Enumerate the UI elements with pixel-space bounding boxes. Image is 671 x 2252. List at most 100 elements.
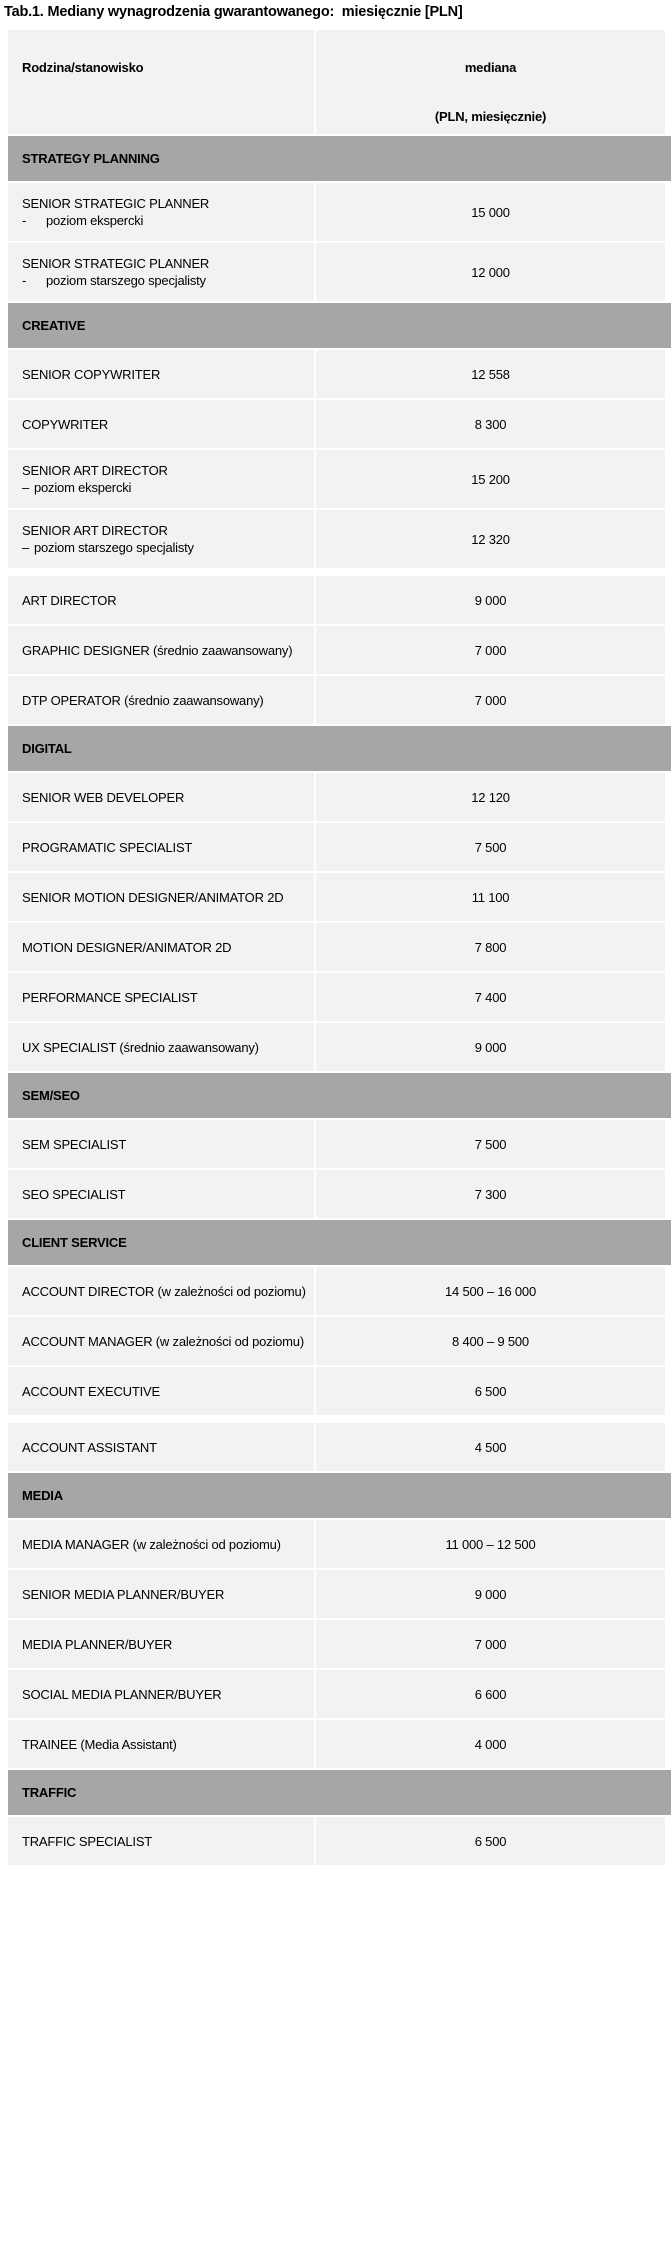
- median-value-cell: 15 000: [316, 183, 665, 241]
- median-value-cell: 7 300: [316, 1170, 665, 1218]
- job-title-label: SENIOR STRATEGIC PLANNER: [22, 256, 210, 271]
- job-title-label: SENIOR ART DIRECTOR: [22, 463, 168, 478]
- table-row: MEDIA PLANNER/BUYER 7 000: [8, 1620, 665, 1668]
- job-level-marker: –: [22, 480, 30, 495]
- job-title-cell: SENIOR MOTION DESIGNER/ANIMATOR 2D: [8, 873, 314, 921]
- median-value: 12 320: [471, 531, 510, 547]
- table-row: SEM SPECIALIST 7 500: [8, 1120, 665, 1168]
- table-header-row: Rodzina/stanowisko mediana (PLN, miesięc…: [8, 30, 665, 134]
- job-title-cell: SENIOR MEDIA PLANNER/BUYER: [8, 1570, 314, 1618]
- job-title-label: MOTION DESIGNER/ANIMATOR 2D: [22, 939, 232, 955]
- median-value-cell: 7 800: [316, 923, 665, 971]
- median-value: 9 000: [474, 592, 507, 608]
- median-value-cell: 8 400 – 9 500: [316, 1317, 665, 1365]
- median-value: 7 400: [474, 989, 507, 1005]
- median-value: 4 000: [474, 1736, 507, 1752]
- job-title-cell: COPYWRITER: [8, 400, 314, 448]
- section-header-strategy-planning: STRATEGY PLANNING: [8, 136, 671, 181]
- section-header-traffic: TRAFFIC: [8, 1770, 671, 1815]
- median-value-cell: 12 320: [316, 510, 665, 568]
- job-title-cell: SENIOR WEB DEVELOPER: [8, 773, 314, 821]
- job-title-label: ART DIRECTOR: [22, 592, 117, 608]
- job-title-cell: MEDIA MANAGER (w zależności od poziomu): [8, 1520, 314, 1568]
- job-title-label: GRAPHIC DESIGNER (średnio zaawansowany): [22, 642, 293, 658]
- job-title-label: SENIOR COPYWRITER: [22, 366, 161, 382]
- header-family-position: Rodzina/stanowisko: [8, 30, 314, 134]
- table-row: DTP OPERATOR (średnio zaawansowany) 7 000: [8, 676, 665, 724]
- section-header-sem-seo: SEM/SEO: [8, 1073, 671, 1118]
- job-title-cell: ACCOUNT MANAGER (w zależności od poziomu…: [8, 1317, 314, 1365]
- table-row: ACCOUNT EXECUTIVE 6 500: [8, 1367, 665, 1415]
- job-level-subline: - poziom starszego specjalisty: [22, 272, 308, 289]
- job-title-cell: PERFORMANCE SPECIALIST: [8, 973, 314, 1021]
- table-row: SENIOR STRATEGIC PLANNER - poziom eksperck…: [8, 183, 665, 241]
- job-level-marker: –: [22, 540, 30, 555]
- section-header-label: TRAFFIC: [22, 1785, 77, 1800]
- median-value-cell: 9 000: [316, 576, 665, 624]
- median-value-cell: 6 500: [316, 1367, 665, 1415]
- job-level-text: poziom starszego specjalisty: [46, 273, 206, 288]
- section-header-media: MEDIA: [8, 1473, 671, 1518]
- median-value-cell: 7 500: [316, 823, 665, 871]
- job-title-cell: SENIOR COPYWRITER: [8, 350, 314, 398]
- job-title-cell: DTP OPERATOR (średnio zaawansowany): [8, 676, 314, 724]
- median-value-cell: 9 000: [316, 1570, 665, 1618]
- job-title-cell: ACCOUNT ASSISTANT: [8, 1423, 314, 1471]
- job-title-cell: SOCIAL MEDIA PLANNER/BUYER: [8, 1670, 314, 1718]
- median-value-cell: 12 120: [316, 773, 665, 821]
- job-level-subline: – poziom starszego specjalisty: [22, 539, 308, 556]
- median-value-cell: 15 200: [316, 450, 665, 508]
- median-value: 11 100: [471, 889, 510, 905]
- job-level-marker: -: [22, 213, 27, 228]
- job-title-cell: SEM SPECIALIST: [8, 1120, 314, 1168]
- table-row: COPYWRITER 8 300: [8, 400, 665, 448]
- job-title-cell: TRAFFIC SPECIALIST: [8, 1817, 314, 1865]
- job-title-label: SENIOR ART DIRECTOR: [22, 523, 168, 538]
- job-title-label: SENIOR WEB DEVELOPER: [22, 789, 185, 805]
- job-title-label: MEDIA PLANNER/BUYER: [22, 1636, 173, 1652]
- table-row: SENIOR MEDIA PLANNER/BUYER 9 000: [8, 1570, 665, 1618]
- job-title-cell: ACCOUNT EXECUTIVE: [8, 1367, 314, 1415]
- job-title-label: ACCOUNT MANAGER (w zależności od poziomu…: [22, 1333, 304, 1349]
- job-level-text: poziom ekspercki: [34, 480, 132, 495]
- median-value: 8 300: [474, 416, 507, 432]
- median-value: 7 500: [474, 839, 507, 855]
- median-value-cell: 14 500 – 16 000: [316, 1267, 665, 1315]
- job-title-cell: GRAPHIC DESIGNER (średnio zaawansowany): [8, 626, 314, 674]
- job-title-label: ACCOUNT EXECUTIVE: [22, 1383, 160, 1399]
- median-value-cell: 6 600: [316, 1670, 665, 1718]
- median-value: 9 000: [474, 1039, 507, 1055]
- job-title-cell: SENIOR STRATEGIC PLANNER - poziom starszeg…: [8, 243, 314, 301]
- median-value: 6 600: [474, 1686, 507, 1702]
- median-value: 7 000: [474, 1636, 507, 1652]
- salary-table: Rodzina/stanowisko mediana (PLN, miesięc…: [8, 30, 671, 1867]
- table-row: ACCOUNT ASSISTANT 4 500: [8, 1423, 665, 1471]
- job-title-cell: MEDIA PLANNER/BUYER: [8, 1620, 314, 1668]
- median-value: 7 500: [474, 1136, 507, 1152]
- table-body: STRATEGY PLANNING SENIOR STRATEGIC PLANNE…: [8, 136, 671, 1865]
- median-value-cell: 4 500: [316, 1423, 665, 1471]
- section-header-label: SEM/SEO: [22, 1088, 80, 1103]
- median-value: 7 800: [474, 939, 507, 955]
- job-title-label: SENIOR MOTION DESIGNER/ANIMATOR 2D: [22, 889, 284, 905]
- median-value: 8 400 – 9 500: [452, 1333, 529, 1349]
- job-level-text: poziom ekspercki: [46, 213, 144, 228]
- table-title: Tab.1. Mediany wynagrodzenia gwarantowan…: [4, 4, 463, 20]
- job-title-cell: SENIOR ART DIRECTOR – poziom starszego spe…: [8, 510, 314, 568]
- section-header-creative: CREATIVE: [8, 303, 671, 348]
- section-header-label: CREATIVE: [22, 318, 86, 333]
- table-row: ACCOUNT MANAGER (w zależności od poziomu…: [8, 1317, 665, 1365]
- table-row: SENIOR ART DIRECTOR – poziom starszego spe…: [8, 510, 665, 568]
- table-row: SOCIAL MEDIA PLANNER/BUYER 6 600: [8, 1670, 665, 1718]
- job-title-label: UX SPECIALIST (średnio zaawansowany): [22, 1039, 259, 1055]
- table-row: ART DIRECTOR 9 000: [8, 576, 665, 624]
- job-title-label: SEO SPECIALIST: [22, 1186, 126, 1202]
- median-value: 15 000: [471, 204, 510, 220]
- job-title-label: PROGRAMATIC SPECIALIST: [22, 839, 193, 855]
- job-level-text: poziom starszego specjalisty: [34, 540, 194, 555]
- median-value-cell: 7 000: [316, 676, 665, 724]
- median-value-cell: 12 558: [316, 350, 665, 398]
- median-value: 12 120: [471, 789, 510, 805]
- job-title-label: PERFORMANCE SPECIALIST: [22, 989, 198, 1005]
- median-value: 7 000: [474, 692, 507, 708]
